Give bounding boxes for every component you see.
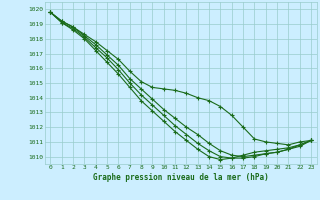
X-axis label: Graphe pression niveau de la mer (hPa): Graphe pression niveau de la mer (hPa) — [93, 173, 269, 182]
